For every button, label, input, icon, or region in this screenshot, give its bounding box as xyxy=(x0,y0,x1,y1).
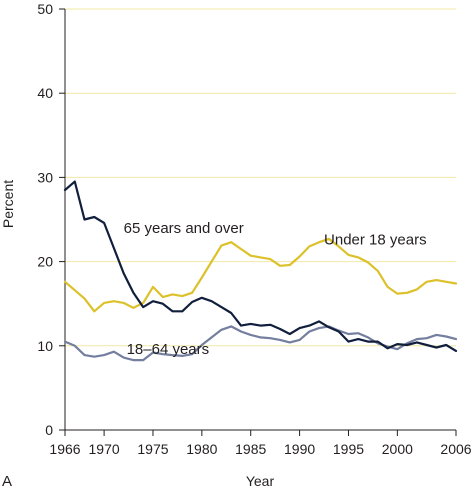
series-line xyxy=(63,180,458,352)
series-labels: 65 years and over Under 18 years 18–64 yea… xyxy=(124,220,427,358)
y-tick-label: 10 xyxy=(37,338,53,354)
x-tick-label: 1975 xyxy=(137,441,168,457)
series-label: Under 18 years xyxy=(324,232,427,249)
y-tick-label: 50 xyxy=(37,1,53,17)
y-tick-label: 30 xyxy=(37,169,53,185)
x-tick-label: 1980 xyxy=(186,441,217,457)
y-axis-title: Percent xyxy=(0,180,16,228)
y-axis-ticks: 0 10 20 30 40 50 xyxy=(37,1,65,438)
series-label: 18–64 years xyxy=(127,341,210,358)
x-tick-label: 1985 xyxy=(235,441,266,457)
x-tick-label: 2006 xyxy=(440,441,471,457)
x-axis-title: Year xyxy=(246,473,275,489)
y-tick-label: 0 xyxy=(45,422,53,438)
x-tick-label: 1995 xyxy=(333,441,364,457)
x-tick-label: 1990 xyxy=(284,441,315,457)
x-tick-label: 1966 xyxy=(49,441,80,457)
x-axis-ticks: 1966 1970 1975 1980 1985 1990 1995 2000 2006 xyxy=(49,430,472,457)
y-tick-label: 20 xyxy=(37,254,53,270)
x-tick-label: 1970 xyxy=(89,441,120,457)
x-tick-label: 2000 xyxy=(382,441,413,457)
series-label: 65 years and over xyxy=(124,220,244,237)
gridlines xyxy=(65,8,456,347)
axes xyxy=(64,9,456,431)
panel-label: A xyxy=(2,473,12,490)
series-lines xyxy=(63,180,458,362)
y-tick-label: 40 xyxy=(37,85,53,101)
series-line xyxy=(63,237,458,313)
